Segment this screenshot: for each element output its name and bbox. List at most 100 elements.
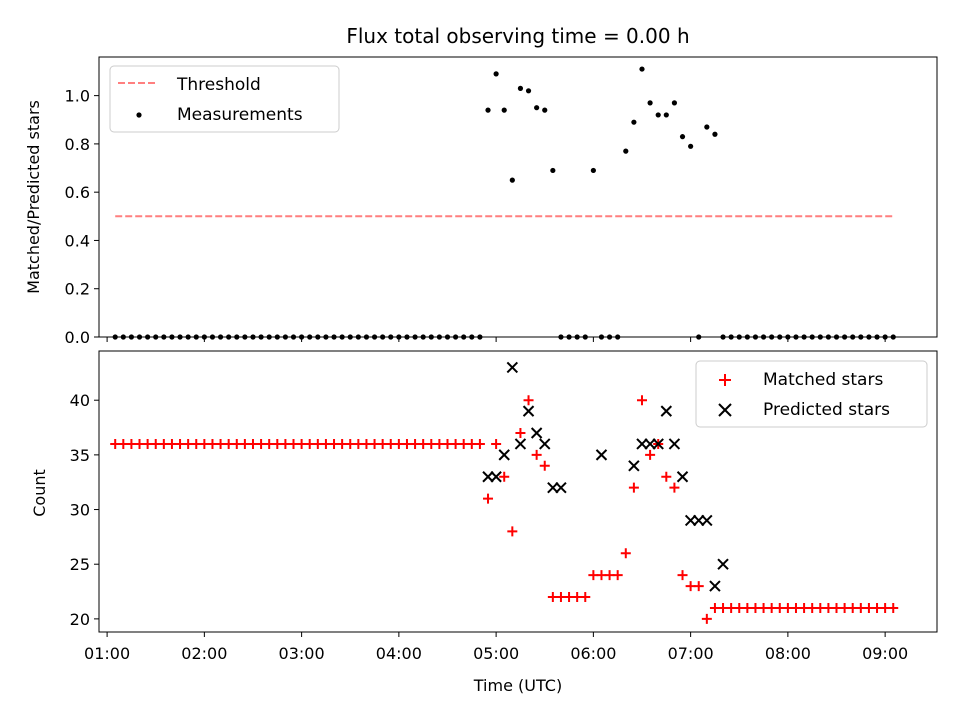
predicted-star-point (506, 361, 519, 374)
predicted-star-point (530, 427, 543, 439)
legend-measurements-label: Measurements (177, 105, 303, 125)
predicted-star-point (595, 449, 608, 461)
measurement-point (712, 131, 718, 137)
matched-star-point (636, 395, 647, 406)
bottom-y-tick-label: 25 (70, 555, 90, 574)
matched-star-point (491, 438, 502, 449)
measurement-point (688, 143, 694, 149)
bottom-y-ticks: 20 25 30 35 40 (70, 391, 99, 629)
predicted-star-point (668, 438, 681, 450)
measurement-point (493, 71, 499, 77)
predicted-star-point (684, 514, 697, 527)
top-y-tick-label: 0.6 (65, 183, 90, 202)
bottom-y-tick-label: 20 (70, 610, 90, 629)
measurement-point (501, 107, 507, 113)
x-tick-label: 06:00 (570, 644, 616, 663)
predicted-star-point (693, 514, 705, 527)
measurement-point (639, 66, 645, 72)
predicted-star-point (628, 460, 640, 472)
top-panel: 0.0 0.2 0.4 0.6 0.8 1.0 Matched/Predicted sta… (24, 56, 938, 347)
predicted-star-point (636, 438, 648, 450)
measurement-point (679, 134, 686, 140)
matched-star-point (523, 395, 534, 406)
x-tick-label: 04:00 (376, 644, 422, 663)
matched-star-point (539, 460, 550, 471)
matched-star-point (507, 526, 518, 537)
predicted-star-point (498, 449, 510, 461)
measurement-point (550, 167, 556, 174)
x-tick-label: 07:00 (668, 644, 714, 663)
matched-star-point (677, 570, 688, 581)
predicted-star-point (644, 438, 656, 450)
matched-star-point (661, 471, 672, 482)
matched-star-point (669, 482, 680, 493)
measurement-point (655, 112, 661, 118)
predicted-star-point (539, 438, 551, 450)
measurement-point (542, 107, 548, 113)
predicted-star-point (701, 514, 713, 527)
bottom-y-tick-label: 30 (70, 501, 90, 520)
top-legend: Threshold Measurements (109, 65, 340, 133)
matched-star-point (531, 449, 542, 460)
bottom-y-axis-label: Count (30, 469, 49, 517)
matched-star-point (515, 428, 526, 439)
predicted-star-point (522, 405, 535, 417)
bottom-panel: 20 25 30 35 40 01:00 02:00 03:00 04:00 05:00 06:0… (30, 350, 938, 695)
matched-star-point (483, 493, 494, 504)
predicted-star-point (717, 558, 729, 570)
predicted-star-point (676, 471, 689, 483)
top-y-ticks: 0.0 0.2 0.4 0.6 0.8 1.0 (65, 87, 99, 347)
top-legend-box (109, 65, 340, 133)
x-tick-label: 03:00 (279, 644, 325, 663)
matched-star-point (888, 602, 899, 613)
x-tick-label: 02:00 (181, 644, 227, 663)
predicted-star-point (555, 481, 567, 494)
matched-star-point (701, 613, 712, 624)
measurement-point (509, 177, 515, 183)
predicted-star-point (547, 481, 559, 494)
matched-star-point (645, 449, 656, 460)
top-y-tick-label: 1.0 (65, 87, 90, 106)
top-x-ticks (106, 337, 886, 342)
x-tick-label: 05:00 (473, 644, 519, 663)
x-tick-label: 08:00 (765, 644, 811, 663)
bottom-y-tick-label: 40 (70, 391, 90, 410)
matched-star-point (612, 570, 623, 581)
measurement-point (485, 107, 491, 113)
predicted-star-point (652, 438, 664, 450)
top-y-tick-label: 0.2 (65, 280, 90, 299)
predicted-star-point (514, 438, 527, 450)
top-axes-frame (98, 56, 938, 338)
legend-matched-label: Matched stars (763, 370, 883, 390)
legend-predicted-label: Predicted stars (763, 400, 890, 420)
bottom-marks (110, 361, 899, 624)
legend-measurements-dot (136, 112, 142, 118)
bottom-legend-box (695, 360, 928, 428)
legend-threshold-label: Threshold (176, 75, 261, 95)
measurement-point (647, 100, 653, 106)
matched-star-point (693, 581, 704, 592)
measurement-point (623, 148, 629, 154)
x-tick-label: 09:00 (862, 644, 908, 663)
predicted-star-point (482, 471, 494, 483)
matched-star-point (620, 548, 631, 559)
measurement-point (525, 88, 532, 94)
x-tick-label: 01:00 (84, 644, 130, 663)
top-y-tick-label: 0.0 (65, 328, 90, 347)
top-y-tick-label: 0.4 (65, 231, 90, 250)
top-y-axis-label: Matched/Predicted stars (24, 100, 43, 294)
measurement-point (663, 112, 669, 118)
matched-star-point (580, 592, 591, 603)
measurement-point (517, 85, 524, 91)
matched-star-point (499, 471, 510, 482)
measurement-point (631, 119, 637, 125)
x-axis-label: Time (UTC) (473, 676, 562, 695)
matched-star-point (474, 438, 485, 449)
bottom-y-tick-label: 35 (70, 446, 90, 465)
measurement-point (534, 105, 540, 111)
top-y-tick-label: 0.8 (65, 135, 90, 154)
predicted-star-point (660, 405, 673, 417)
bottom-legend: Matched stars Predicted stars (695, 360, 928, 428)
legend-matched-marker (719, 374, 731, 386)
